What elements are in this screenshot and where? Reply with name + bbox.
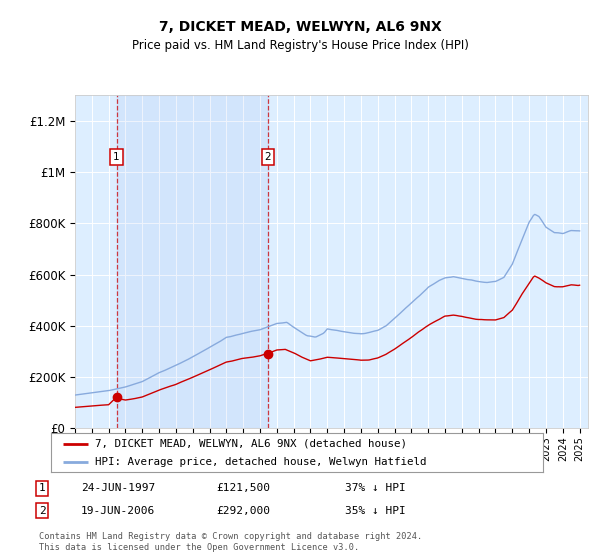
Text: 1: 1	[38, 483, 46, 493]
Text: 19-JUN-2006: 19-JUN-2006	[81, 506, 155, 516]
Text: 7, DICKET MEAD, WELWYN, AL6 9NX: 7, DICKET MEAD, WELWYN, AL6 9NX	[158, 20, 442, 34]
Text: 35% ↓ HPI: 35% ↓ HPI	[345, 506, 406, 516]
Text: Contains HM Land Registry data © Crown copyright and database right 2024.
This d: Contains HM Land Registry data © Crown c…	[39, 532, 422, 552]
Text: 37% ↓ HPI: 37% ↓ HPI	[345, 483, 406, 493]
Text: £292,000: £292,000	[216, 506, 270, 516]
Text: HPI: Average price, detached house, Welwyn Hatfield: HPI: Average price, detached house, Welw…	[95, 457, 427, 467]
Text: 24-JUN-1997: 24-JUN-1997	[81, 483, 155, 493]
Text: 1: 1	[113, 152, 120, 162]
Text: 7, DICKET MEAD, WELWYN, AL6 9NX (detached house): 7, DICKET MEAD, WELWYN, AL6 9NX (detache…	[95, 438, 407, 449]
Text: 2: 2	[265, 152, 271, 162]
Text: Price paid vs. HM Land Registry's House Price Index (HPI): Price paid vs. HM Land Registry's House …	[131, 39, 469, 52]
Bar	[116, 95, 268, 428]
Text: £121,500: £121,500	[216, 483, 270, 493]
Text: 2: 2	[38, 506, 46, 516]
